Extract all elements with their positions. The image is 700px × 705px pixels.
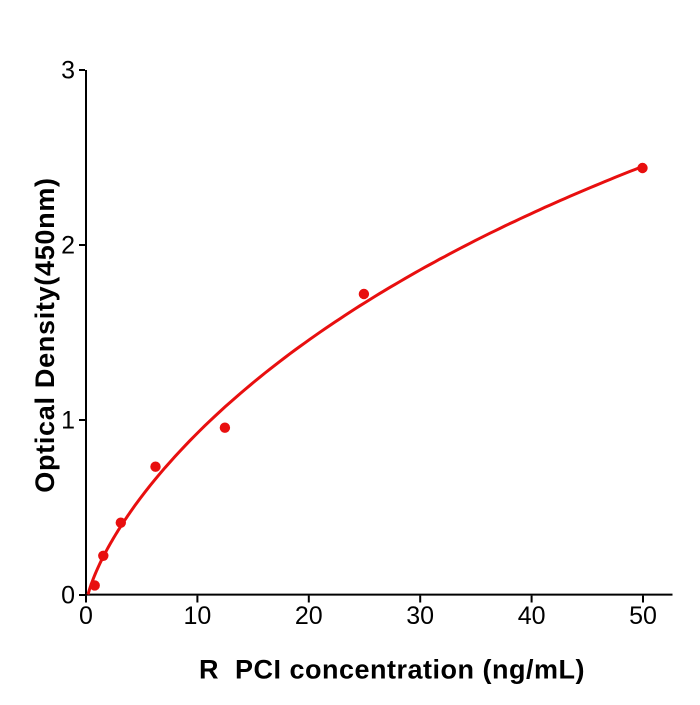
svg-text:30: 30 (406, 602, 434, 630)
svg-text:2: 2 (61, 232, 75, 260)
svg-text:10: 10 (183, 602, 211, 630)
svg-text:20: 20 (295, 602, 323, 630)
svg-text:0: 0 (79, 602, 93, 630)
svg-text:Optical Density(450nm): Optical Density(450nm) (30, 177, 60, 493)
svg-text:40: 40 (518, 602, 546, 630)
svg-text:R PCI concentration (ng/mL): R PCI concentration (ng/mL) (199, 655, 585, 685)
svg-text:50: 50 (629, 602, 657, 630)
svg-text:1: 1 (61, 407, 75, 435)
svg-text:0: 0 (61, 582, 75, 610)
svg-text:3: 3 (61, 57, 75, 85)
